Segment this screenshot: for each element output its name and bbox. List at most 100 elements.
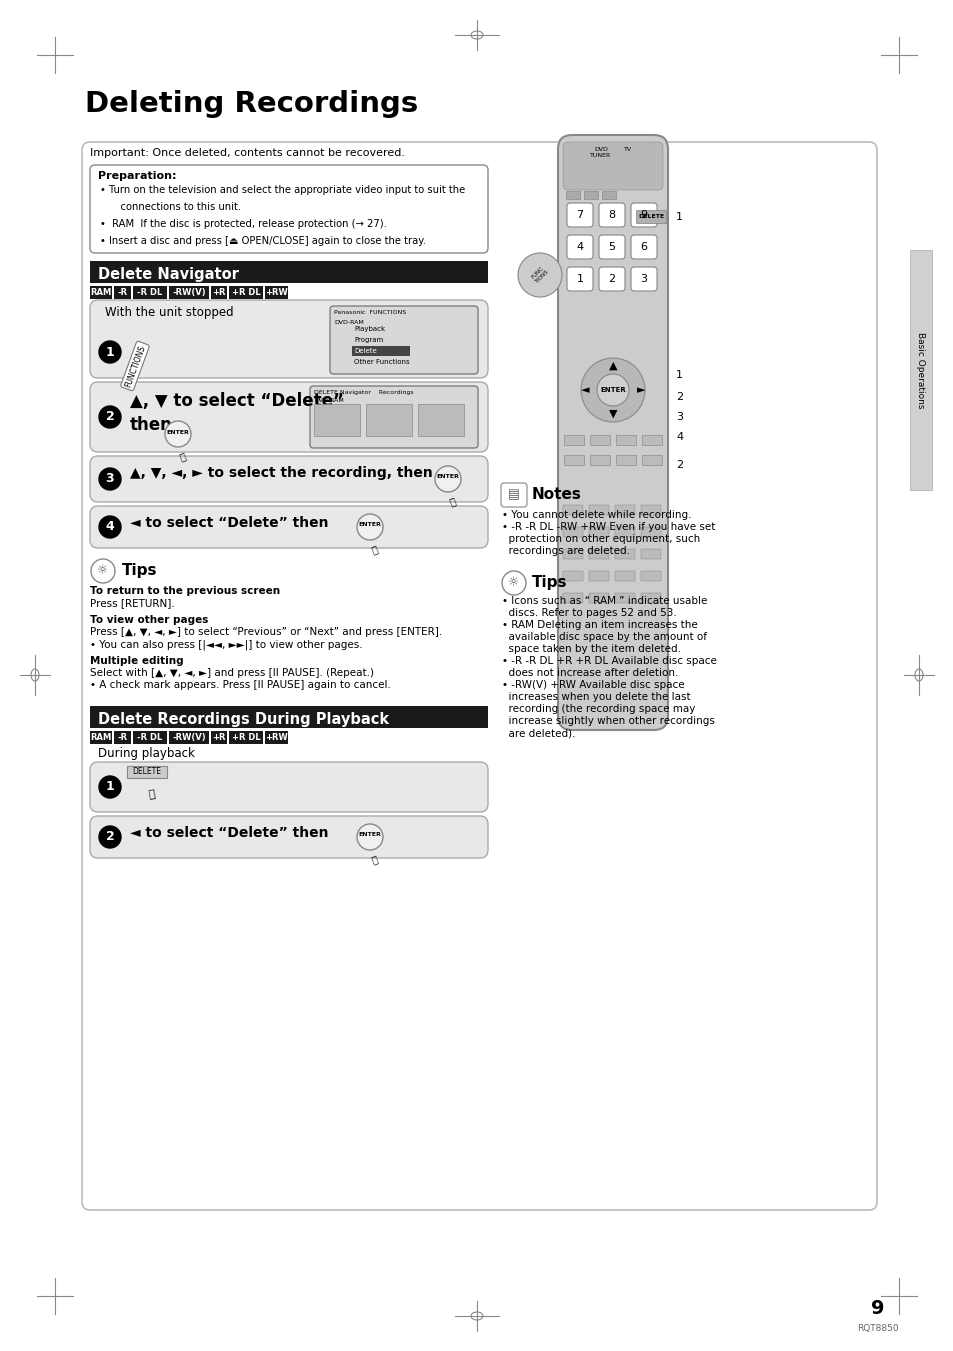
Text: does not increase after deletion.: does not increase after deletion. — [501, 667, 678, 678]
Text: 3: 3 — [676, 412, 682, 422]
Text: DVD
TUNER: DVD TUNER — [590, 147, 611, 158]
Text: DVD-RAM: DVD-RAM — [314, 399, 343, 403]
Text: 8: 8 — [608, 209, 615, 220]
Bar — [616, 435, 636, 444]
FancyBboxPatch shape — [598, 235, 624, 259]
Bar — [641, 455, 661, 465]
Text: 1: 1 — [106, 781, 114, 793]
Text: -R DL: -R DL — [137, 288, 162, 297]
Text: ▲, ▼ to select “Delete”: ▲, ▼ to select “Delete” — [130, 392, 344, 409]
Bar — [615, 593, 635, 603]
Text: 1: 1 — [676, 370, 682, 380]
Text: • -R -R DL -RW +RW Even if you have set: • -R -R DL -RW +RW Even if you have set — [501, 521, 715, 532]
Text: 6: 6 — [639, 242, 647, 253]
Text: • -RW(V) +RW Available disc space: • -RW(V) +RW Available disc space — [501, 680, 684, 690]
Text: 1: 1 — [106, 346, 114, 358]
FancyBboxPatch shape — [330, 305, 477, 374]
Bar — [229, 286, 263, 299]
Bar — [641, 435, 661, 444]
Bar — [211, 731, 227, 744]
Text: Important: Once deleted, contents cannot be recovered.: Important: Once deleted, contents cannot… — [90, 149, 405, 158]
Bar — [640, 549, 660, 559]
Text: • RAM Deleting an item increases the: • RAM Deleting an item increases the — [501, 620, 697, 630]
Circle shape — [435, 466, 460, 492]
Text: Basic Operations: Basic Operations — [916, 332, 924, 408]
Text: +R: +R — [213, 734, 226, 742]
Text: Multiple editing: Multiple editing — [90, 657, 183, 666]
Bar — [565, 190, 579, 199]
Bar — [615, 505, 635, 515]
Text: 9: 9 — [639, 209, 647, 220]
Text: ☼: ☼ — [97, 565, 109, 577]
Text: With the unit stopped: With the unit stopped — [105, 305, 233, 319]
Text: then: then — [130, 416, 172, 434]
Text: +R: +R — [213, 288, 226, 297]
Bar — [589, 435, 609, 444]
Text: FUNC
TIONS: FUNC TIONS — [530, 265, 549, 285]
Circle shape — [99, 516, 121, 538]
FancyBboxPatch shape — [566, 235, 593, 259]
Text: Deleting Recordings: Deleting Recordings — [85, 91, 417, 118]
Text: ▤: ▤ — [508, 489, 519, 501]
Text: TV: TV — [623, 147, 632, 153]
FancyBboxPatch shape — [558, 135, 667, 730]
Text: • You cannot delete while recording.: • You cannot delete while recording. — [501, 509, 691, 520]
Text: 4: 4 — [576, 242, 583, 253]
Text: 3: 3 — [106, 473, 114, 485]
FancyBboxPatch shape — [598, 267, 624, 290]
Text: 1: 1 — [576, 274, 583, 284]
Text: • Icons such as “ RAM ” indicate usable: • Icons such as “ RAM ” indicate usable — [501, 596, 706, 607]
FancyBboxPatch shape — [500, 484, 526, 507]
Text: 4: 4 — [676, 432, 682, 442]
Bar — [562, 505, 582, 515]
Bar — [588, 527, 608, 536]
FancyBboxPatch shape — [566, 267, 593, 290]
Text: DELETE: DELETE — [638, 213, 663, 219]
FancyBboxPatch shape — [82, 142, 876, 1210]
Text: ◄ to select “Delete” then: ◄ to select “Delete” then — [130, 825, 328, 840]
Text: +RW: +RW — [265, 288, 288, 297]
Text: ENTER: ENTER — [599, 386, 625, 393]
Circle shape — [597, 374, 628, 407]
Text: -RW(V): -RW(V) — [172, 734, 206, 742]
Bar — [127, 766, 167, 778]
Bar — [562, 549, 582, 559]
Text: ▼: ▼ — [608, 409, 617, 419]
FancyBboxPatch shape — [630, 235, 657, 259]
Text: Playback: Playback — [354, 326, 385, 332]
Bar — [366, 404, 412, 436]
Bar — [589, 455, 609, 465]
Text: DVD-RAM: DVD-RAM — [334, 320, 363, 326]
Circle shape — [356, 824, 382, 850]
Text: Tips: Tips — [532, 576, 567, 590]
Text: ENTER: ENTER — [358, 832, 381, 838]
Text: • -R -R DL +R +R DL Available disc space: • -R -R DL +R +R DL Available disc space — [501, 657, 716, 666]
Text: Press [▲, ▼, ◄, ►] to select “Previous” or “Next” and press [ENTER].: Press [▲, ▼, ◄, ►] to select “Previous” … — [90, 627, 442, 638]
Bar — [314, 404, 359, 436]
Bar — [90, 707, 488, 728]
FancyBboxPatch shape — [90, 300, 488, 378]
Text: 2: 2 — [106, 411, 114, 423]
Bar — [583, 190, 598, 199]
FancyBboxPatch shape — [598, 203, 624, 227]
Bar — [229, 731, 263, 744]
Bar — [640, 571, 660, 581]
Text: ENTER: ENTER — [436, 474, 459, 480]
Text: 👋: 👋 — [370, 544, 379, 555]
Bar — [601, 190, 616, 199]
Text: protection on other equipment, such: protection on other equipment, such — [501, 534, 700, 544]
Text: 2: 2 — [608, 274, 615, 284]
Bar — [588, 593, 608, 603]
Bar — [562, 593, 582, 603]
FancyBboxPatch shape — [90, 762, 488, 812]
Circle shape — [165, 422, 191, 447]
Text: • You can also press [|◄◄, ►►|] to view other pages.: • You can also press [|◄◄, ►►|] to view … — [90, 639, 362, 650]
Text: 4: 4 — [106, 520, 114, 534]
FancyBboxPatch shape — [90, 507, 488, 549]
Text: 5: 5 — [608, 242, 615, 253]
Bar — [265, 286, 288, 299]
Bar — [640, 527, 660, 536]
Text: -R: -R — [117, 288, 128, 297]
Text: ☼: ☼ — [508, 577, 519, 589]
Text: 9: 9 — [870, 1298, 883, 1317]
